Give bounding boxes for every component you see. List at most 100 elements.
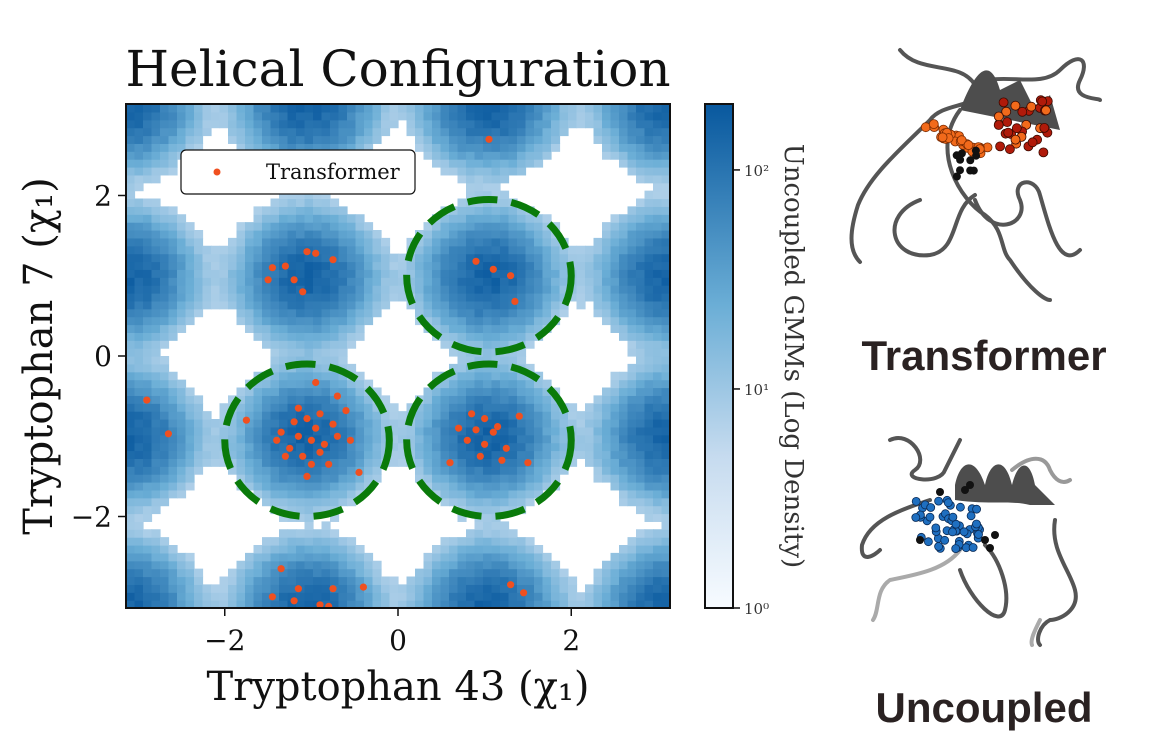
heatmap-cell (627, 537, 637, 546)
heatmap-cell (143, 560, 153, 570)
heatmap-cell (474, 474, 484, 483)
heatmap-cell (355, 245, 365, 255)
heatmap-cell (517, 230, 527, 239)
heatmap-cell (610, 552, 620, 562)
heatmap-cell (381, 237, 391, 247)
heatmap-cell (219, 293, 229, 302)
heatmap-cell (491, 269, 501, 278)
heatmap-cell (236, 600, 246, 608)
heatmap-cell (619, 379, 629, 389)
heatmap-cell (219, 285, 229, 294)
heatmap-cell (304, 135, 314, 144)
heatmap-cell (457, 308, 467, 318)
heatmap-cell (262, 426, 272, 436)
heatmap-cell (449, 482, 459, 491)
atom (1003, 127, 1014, 138)
heatmap-cell (423, 482, 433, 491)
heatmap-cell (423, 316, 433, 326)
heatmap-cell (508, 356, 518, 365)
heatmap-cell (457, 545, 467, 554)
heatmap-cell (517, 332, 527, 341)
heatmap-cell (440, 434, 450, 444)
heatmap-cell (134, 127, 144, 137)
heatmap-cell (330, 135, 340, 144)
heatmap-cell (151, 300, 161, 310)
heatmap-cell (517, 434, 527, 444)
heatmap-cell (262, 293, 272, 302)
heatmap-cell (627, 419, 637, 428)
heatmap-cell (440, 277, 450, 286)
heatmap-cell (627, 340, 637, 349)
heatmap-cell (457, 537, 467, 546)
heatmap-cell (644, 222, 654, 231)
heatmap-cell (177, 411, 187, 420)
heatmap-cell (474, 395, 484, 404)
heatmap-cell (398, 426, 408, 436)
heatmap-cell (279, 332, 289, 341)
heatmap-cell (313, 529, 323, 538)
heatmap-cell (500, 308, 510, 318)
heatmap-cell (653, 316, 663, 326)
heatmap-cell (389, 104, 399, 113)
heatmap-cell (440, 426, 450, 436)
heatmap-cell (126, 482, 136, 491)
heatmap-cell (228, 119, 238, 129)
heatmap-cell (534, 560, 544, 570)
heatmap-cell (491, 277, 501, 286)
heatmap-cell (236, 592, 246, 601)
heatmap-cell (415, 592, 425, 601)
heatmap-cell (457, 285, 467, 294)
heatmap-cell (228, 426, 238, 436)
heatmap-cell (236, 237, 246, 247)
heatmap-cell (644, 537, 654, 546)
heatmap-cell (661, 363, 670, 373)
heatmap-cell (160, 576, 170, 585)
heatmap-cell (126, 253, 136, 263)
data-point (294, 585, 302, 593)
heatmap-cell (474, 411, 484, 420)
heatmap-cell (559, 434, 569, 444)
heatmap-cell (474, 434, 484, 444)
heatmap-cell (483, 127, 493, 137)
heatmap-cell (126, 151, 136, 160)
heatmap-cell (440, 482, 450, 491)
data-point (481, 415, 489, 423)
heatmap-cell (177, 245, 187, 255)
heatmap-cell (253, 300, 263, 310)
heatmap-cell (270, 363, 280, 373)
heatmap-cell (440, 214, 450, 223)
heatmap-cell (126, 489, 136, 499)
heatmap-cell (364, 474, 374, 483)
heatmap-cell (389, 576, 399, 585)
heatmap-cell (134, 300, 144, 310)
heatmap-cell (381, 300, 391, 310)
heatmap-cell (228, 568, 238, 578)
heatmap-cell (636, 159, 646, 168)
heatmap-cell (466, 324, 476, 333)
heatmap-cell (296, 222, 306, 231)
heatmap-cell (508, 584, 518, 593)
heatmap-cell (296, 104, 306, 113)
heatmap-cell (245, 395, 255, 404)
heatmap-cell (330, 332, 340, 341)
heatmap-cell (347, 143, 357, 152)
heatmap-cell (483, 316, 493, 326)
heatmap-cell (474, 214, 484, 223)
heatmap-cell (381, 245, 391, 255)
heatmap-cell (355, 584, 365, 593)
heatmap-cell (585, 442, 595, 452)
heatmap-cell (653, 222, 663, 231)
heatmap-cell (559, 253, 569, 263)
heatmap-cell (151, 426, 161, 436)
heatmap-cell (619, 127, 629, 137)
heatmap-cell (517, 293, 527, 302)
heatmap-cell (534, 151, 544, 160)
heatmap-cell (364, 379, 374, 389)
heatmap-cell (423, 576, 433, 585)
heatmap-cell (143, 277, 153, 286)
heatmap-cell (355, 135, 365, 144)
heatmap-cell (287, 253, 297, 263)
heatmap-cell (627, 293, 637, 302)
heatmap-cell (500, 119, 510, 129)
heatmap-cell (389, 592, 399, 601)
